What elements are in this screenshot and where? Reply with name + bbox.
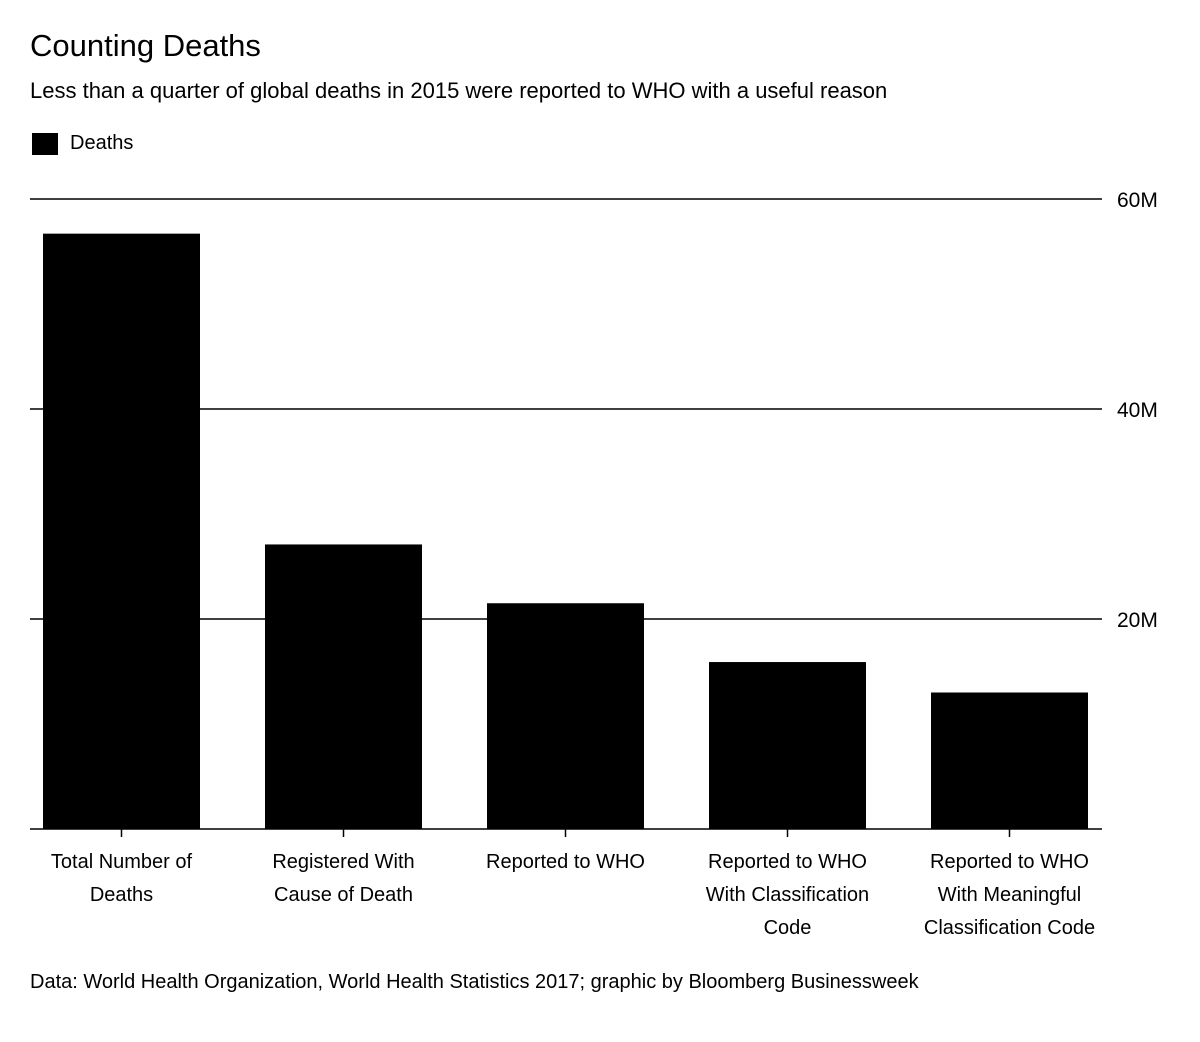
x-tick-label: Classification Code (924, 917, 1095, 939)
x-tick-label: Reported to WHO (930, 851, 1089, 873)
y-tick-label: 40M (1117, 399, 1158, 422)
x-tick-label: Reported to WHO (708, 851, 867, 873)
chart-subtitle: Less than a quarter of global deaths in … (30, 78, 888, 103)
x-tick-label: Code (764, 917, 812, 939)
y-tick-label: 20M (1117, 609, 1158, 632)
x-tick-label: With Classification (706, 884, 869, 906)
legend: Deaths (32, 132, 133, 155)
bar (43, 233, 200, 829)
x-tick-label: Cause of Death (274, 884, 413, 906)
chart-title: Counting Deaths (30, 28, 261, 63)
bar (709, 662, 866, 829)
x-tick-label: Deaths (90, 884, 153, 906)
bar (931, 692, 1088, 829)
source-note: Data: World Health Organization, World H… (30, 971, 919, 993)
legend-label: Deaths (70, 132, 134, 154)
y-tick-label: 60M (1117, 189, 1158, 212)
bar (487, 603, 644, 829)
legend-swatch (32, 132, 58, 155)
x-tick-label: With Meaningful (938, 884, 1081, 906)
x-tick-label: Total Number of (51, 851, 193, 873)
x-tick-label: Reported to WHO (486, 851, 645, 873)
bar (265, 544, 422, 829)
x-tick-label: Registered With (272, 851, 414, 873)
